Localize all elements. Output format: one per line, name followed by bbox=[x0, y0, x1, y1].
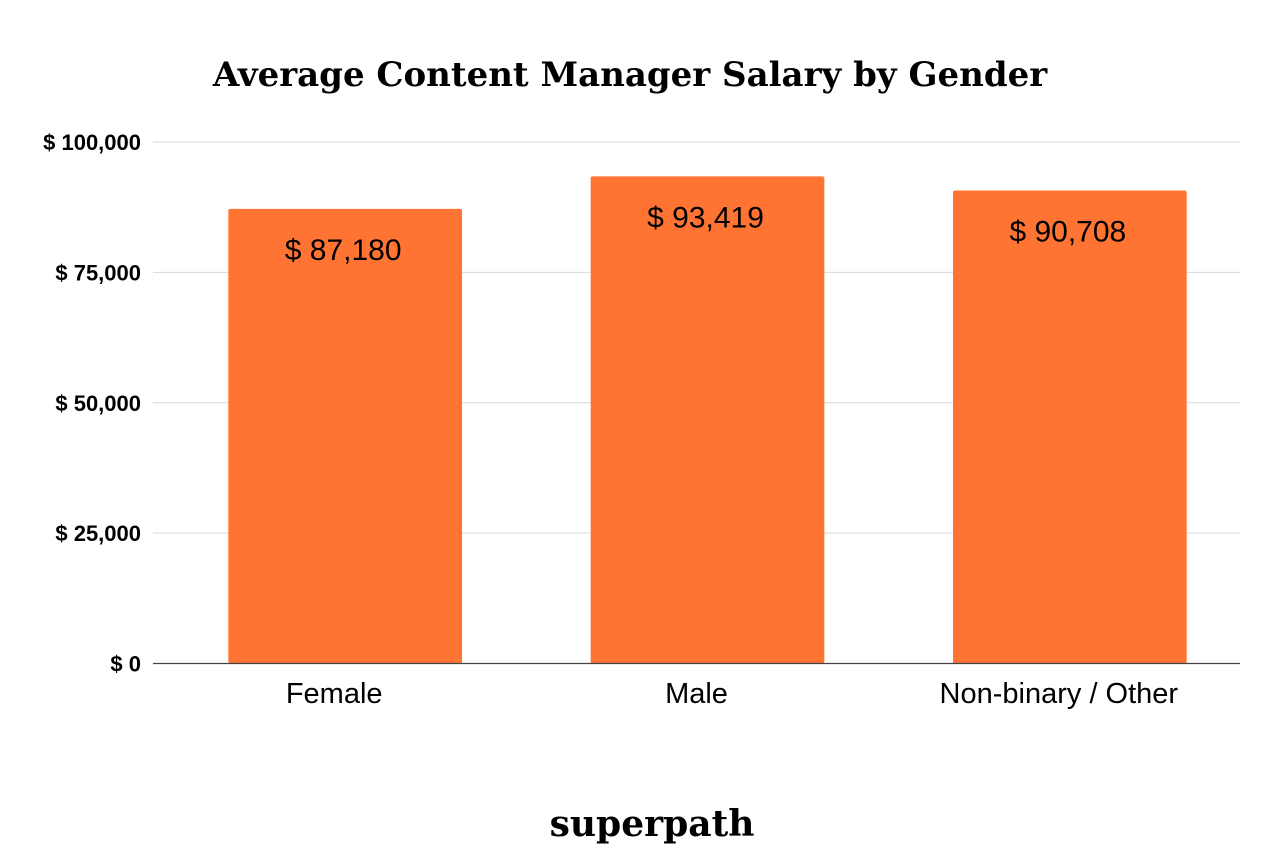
y-tick-label: $ 100,000 bbox=[43, 130, 141, 155]
bar bbox=[228, 208, 463, 664]
x-tick-label: Female bbox=[286, 678, 383, 710]
brand-logo: superpath bbox=[550, 803, 755, 845]
bars bbox=[228, 176, 1187, 664]
data-label: $ 93,419 bbox=[647, 201, 764, 234]
bar bbox=[952, 190, 1187, 664]
y-tick-label: $ 0 bbox=[110, 652, 141, 677]
x-tick-label: Non-binary / Other bbox=[940, 678, 1179, 710]
y-axis-ticks: $ 0 $ 25,000 $ 50,000 $ 75,000 $ 100,000 bbox=[43, 130, 141, 677]
chart-title: Average Content Manager Salary by Gender bbox=[212, 55, 1048, 95]
data-labels: $ 87,180 $ 93,419 $ 90,708 bbox=[285, 201, 1126, 267]
y-tick-label: $ 25,000 bbox=[55, 521, 141, 546]
data-label: $ 90,708 bbox=[1009, 215, 1126, 248]
y-tick-label: $ 50,000 bbox=[55, 391, 141, 416]
x-axis-ticks: Female Male Non-binary / Other bbox=[286, 678, 1179, 710]
x-tick-label: Male bbox=[665, 678, 728, 710]
bar bbox=[590, 176, 825, 664]
y-tick-label: $ 75,000 bbox=[55, 260, 141, 285]
data-label: $ 87,180 bbox=[285, 234, 402, 267]
